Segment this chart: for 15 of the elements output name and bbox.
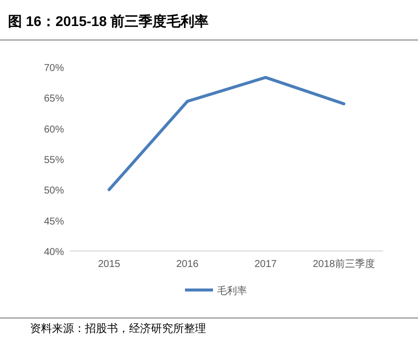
line-series — [108, 76, 346, 192]
x-tick-label: 2016 — [176, 259, 199, 270]
y-tick-label: 65% — [44, 94, 64, 105]
x-tick-label: 2015 — [98, 259, 121, 270]
y-tick-label: 50% — [44, 186, 64, 197]
y-tick-label: 45% — [44, 216, 64, 228]
y-tick-label: 55% — [44, 155, 64, 166]
chart-title: 图 16：2015-18 前三季度毛利率 — [8, 13, 209, 29]
y-tick-label: 70% — [44, 63, 64, 74]
y-tick-label: 40% — [44, 247, 64, 258]
y-tick-label: 60% — [44, 124, 64, 136]
legend-label: 毛利率 — [217, 285, 247, 297]
text: 资料来源：招股书，经济研究所整理 — [30, 322, 206, 335]
x-tick-label: 2017 — [254, 259, 278, 270]
x-tick-label: 2018前三季度 — [312, 258, 375, 270]
